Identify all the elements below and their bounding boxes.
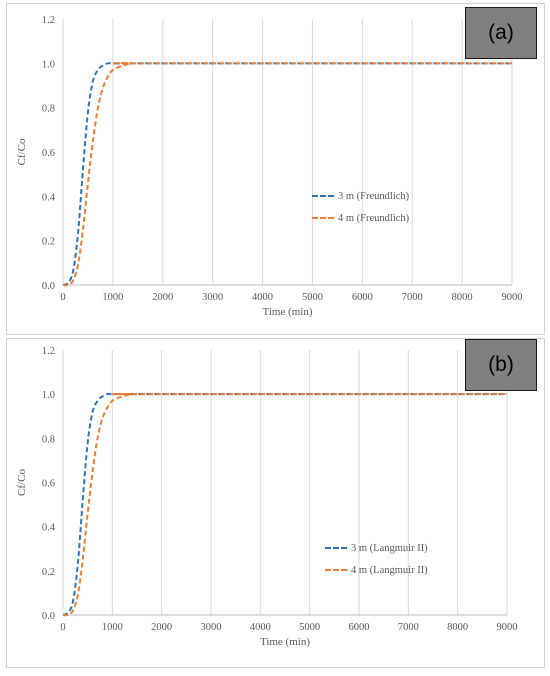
legend-item: 3 m (Freundlich) bbox=[312, 185, 409, 207]
x-tick-label: 2000 bbox=[152, 292, 173, 303]
panel-label-b: (b) bbox=[465, 339, 537, 391]
y-tick-label: 0.2 bbox=[42, 237, 55, 248]
x-tick-label: 9000 bbox=[497, 622, 518, 633]
x-tick-label: 9000 bbox=[502, 292, 523, 303]
x-tick-label: 1000 bbox=[102, 622, 123, 633]
x-tick-label: 8000 bbox=[452, 292, 473, 303]
y-tick-label: 0.6 bbox=[42, 479, 55, 490]
x-tick-label: 0 bbox=[60, 292, 65, 303]
y-tick-label: 0.0 bbox=[42, 611, 55, 622]
y-tick-label: 0.2 bbox=[42, 567, 55, 578]
legend-label: 4 m (Langmuir II) bbox=[351, 564, 428, 576]
legend-item: 4 m (Langmuir II) bbox=[325, 559, 428, 581]
y-axis-title: Cf/Co bbox=[16, 469, 28, 496]
legend-label: 3 m (Freundlich) bbox=[338, 190, 410, 202]
y-tick-label: 0.4 bbox=[42, 192, 56, 203]
y-tick-label: 0.8 bbox=[42, 434, 55, 445]
legend-swatch bbox=[312, 195, 334, 197]
x-tick-label: 2000 bbox=[151, 622, 172, 633]
x-tick-label: 0 bbox=[60, 622, 65, 633]
chart-a-svg: 0 1000 2000 3000 4000 5000 6000 7000 8000 9000 0.0… bbox=[16, 15, 523, 318]
x-tick-label: 7000 bbox=[398, 622, 419, 633]
y-tick-label: 1.2 bbox=[42, 346, 55, 357]
y-tick-label: 0.0 bbox=[42, 281, 55, 292]
panel-label-a: (a) bbox=[465, 7, 537, 59]
chart-panel-a: 0 1000 2000 3000 4000 5000 6000 7000 8000 9000 0.0… bbox=[6, 3, 545, 335]
x-tick-label: 4000 bbox=[252, 292, 273, 303]
y-tick-label: 0.6 bbox=[42, 148, 55, 159]
y-tick-label: 1.2 bbox=[42, 15, 55, 26]
x-tick-label: 7000 bbox=[402, 292, 423, 303]
x-tick-label: 3000 bbox=[201, 622, 222, 633]
legend-label: 3 m (Langmuir II) bbox=[351, 542, 428, 554]
y-tick-label: 0.4 bbox=[42, 523, 56, 534]
legend-item: 4 m (Freundlich) bbox=[312, 207, 409, 229]
legend-swatch bbox=[312, 217, 334, 219]
x-tick-label: 3000 bbox=[202, 292, 223, 303]
series-line bbox=[62, 62, 512, 286]
x-tick-label: 4000 bbox=[250, 622, 271, 633]
legend-a: 3 m (Freundlich) 4 m (Freundlich) bbox=[312, 185, 409, 229]
chart-panel-b: 0 1000 2000 3000 4000 5000 6000 7000 8000 9000 0.0… bbox=[6, 338, 545, 668]
x-tick-label: 8000 bbox=[447, 622, 468, 633]
legend-swatch bbox=[325, 569, 347, 571]
legend-label: 4 m (Freundlich) bbox=[338, 212, 410, 224]
y-tick-label: 0.8 bbox=[42, 104, 55, 115]
series-line bbox=[62, 62, 512, 287]
x-tick-label: 6000 bbox=[349, 622, 370, 633]
legend-item: 3 m (Langmuir II) bbox=[325, 537, 428, 559]
x-axis-title: Time (min) bbox=[260, 636, 310, 648]
y-axis-title: Cf/Co bbox=[16, 138, 28, 165]
y-tick-label: 1.0 bbox=[42, 59, 55, 70]
series-line bbox=[62, 393, 507, 617]
chart-b-svg: 0 1000 2000 3000 4000 5000 6000 7000 8000 9000 0.0… bbox=[16, 346, 518, 648]
legend-b: 3 m (Langmuir II) 4 m (Langmuir II) bbox=[325, 537, 428, 581]
legend-swatch bbox=[325, 547, 347, 549]
x-tick-label: 1000 bbox=[102, 292, 123, 303]
x-tick-label: 6000 bbox=[352, 292, 373, 303]
x-axis-title: Time (min) bbox=[262, 306, 312, 318]
x-tick-label: 5000 bbox=[299, 622, 320, 633]
y-tick-label: 1.0 bbox=[42, 390, 55, 401]
x-tick-label: 5000 bbox=[302, 292, 323, 303]
series-line bbox=[62, 393, 507, 616]
